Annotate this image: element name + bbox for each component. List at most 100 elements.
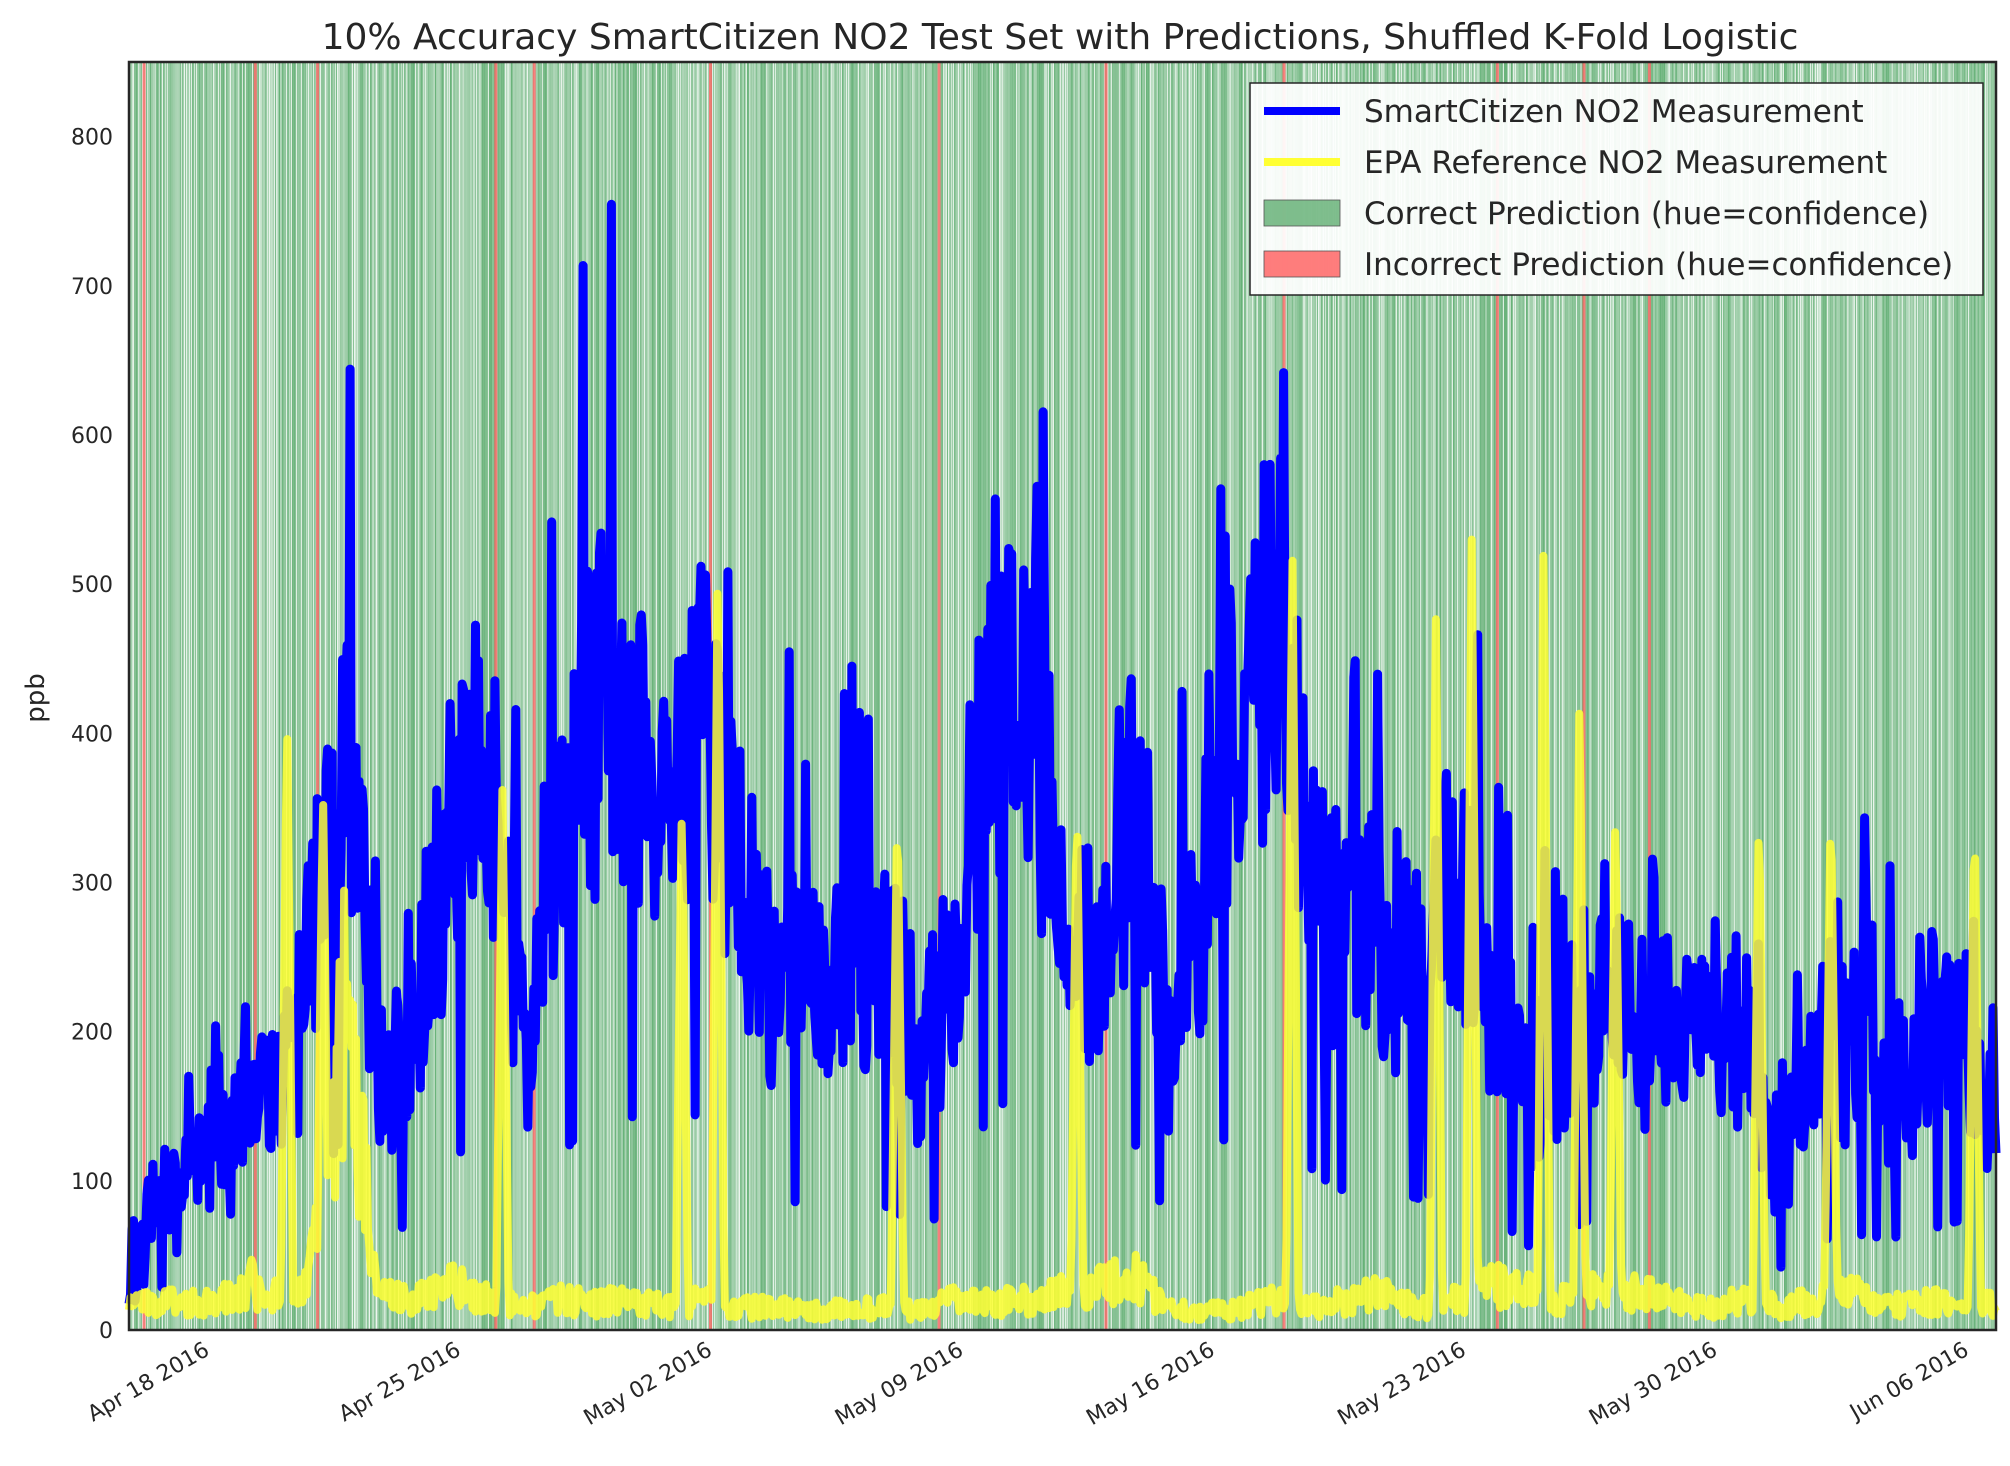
correct-prediction-band xyxy=(1948,62,1950,1330)
correct-prediction-band xyxy=(563,62,566,1330)
correct-prediction-band xyxy=(1705,62,1707,1330)
y-tick-label: 200 xyxy=(71,1021,113,1046)
correct-prediction-band xyxy=(901,62,903,1330)
correct-prediction-band xyxy=(884,62,886,1330)
correct-prediction-band xyxy=(1559,62,1562,1330)
correct-prediction-band xyxy=(1670,62,1672,1330)
correct-prediction-band xyxy=(872,62,874,1330)
correct-prediction-band xyxy=(1631,62,1633,1330)
correct-prediction-band xyxy=(1666,62,1668,1330)
correct-prediction-band xyxy=(1396,62,1399,1330)
correct-prediction-band xyxy=(1661,62,1664,1330)
correct-prediction-band xyxy=(875,62,878,1330)
correct-prediction-band xyxy=(1946,62,1948,1330)
correct-prediction-band xyxy=(1162,62,1165,1330)
correct-prediction-band xyxy=(1778,62,1780,1330)
incorrect-prediction-band xyxy=(532,62,536,1330)
correct-prediction-band xyxy=(826,62,828,1330)
correct-prediction-band xyxy=(1070,62,1073,1330)
correct-prediction-band xyxy=(1897,62,1899,1330)
correct-prediction-band xyxy=(935,62,937,1330)
correct-prediction-band xyxy=(1749,62,1751,1330)
correct-prediction-band xyxy=(1770,62,1772,1330)
correct-prediction-band xyxy=(1598,62,1600,1330)
correct-prediction-band xyxy=(293,62,296,1330)
correct-prediction-band xyxy=(1213,62,1216,1330)
correct-prediction-band xyxy=(1754,62,1757,1330)
correct-prediction-band xyxy=(877,62,880,1330)
correct-prediction-band xyxy=(1766,62,1769,1330)
correct-prediction-band xyxy=(251,62,253,1330)
correct-prediction-band xyxy=(171,62,174,1330)
correct-prediction-band xyxy=(298,62,301,1330)
correct-prediction-band xyxy=(529,62,532,1330)
correct-prediction-band xyxy=(1121,62,1124,1330)
correct-prediction-band xyxy=(797,62,799,1330)
correct-prediction-band xyxy=(1984,62,1986,1330)
incorrect-prediction-band xyxy=(1647,62,1651,1330)
correct-prediction-band xyxy=(303,62,306,1330)
correct-prediction-band xyxy=(1566,62,1569,1330)
correct-prediction-band xyxy=(1928,62,1930,1330)
correct-prediction-band xyxy=(1532,62,1534,1330)
correct-prediction-band xyxy=(1498,62,1501,1330)
correct-prediction-band xyxy=(191,62,194,1330)
correct-prediction-band xyxy=(835,62,837,1330)
correct-prediction-band xyxy=(1169,62,1171,1330)
correct-prediction-band xyxy=(1120,62,1122,1330)
correct-prediction-band xyxy=(1157,62,1160,1330)
correct-prediction-band xyxy=(1551,62,1554,1330)
correct-prediction-band xyxy=(283,62,286,1330)
correct-prediction-band xyxy=(1700,62,1702,1330)
correct-prediction-band xyxy=(1064,62,1066,1330)
correct-prediction-band xyxy=(1761,62,1764,1330)
correct-prediction-band xyxy=(1103,62,1105,1330)
correct-prediction-band xyxy=(1963,62,1966,1330)
correct-prediction-band xyxy=(249,62,252,1330)
correct-prediction-band xyxy=(1427,62,1430,1330)
correct-prediction-band xyxy=(297,62,299,1330)
correct-prediction-band xyxy=(965,62,968,1330)
correct-prediction-band xyxy=(1334,62,1335,1330)
correct-prediction-band xyxy=(1970,62,1973,1330)
correct-prediction-band xyxy=(1172,62,1175,1330)
correct-prediction-band xyxy=(1939,62,1941,1330)
correct-prediction-band xyxy=(1938,62,1940,1330)
correct-prediction-band xyxy=(1553,62,1554,1330)
correct-prediction-band xyxy=(213,62,216,1330)
correct-prediction-band xyxy=(1809,62,1811,1330)
correct-prediction-band xyxy=(439,62,442,1330)
correct-prediction-band xyxy=(1943,62,1946,1330)
correct-prediction-band xyxy=(310,62,313,1330)
correct-prediction-band xyxy=(336,62,337,1330)
correct-prediction-band xyxy=(1602,62,1604,1330)
correct-prediction-band xyxy=(814,62,817,1330)
correct-prediction-band xyxy=(1790,62,1792,1330)
correct-prediction-band xyxy=(1656,62,1659,1330)
y-tick-label: 500 xyxy=(71,573,113,598)
correct-prediction-band xyxy=(1731,62,1733,1330)
correct-prediction-band xyxy=(1821,62,1823,1330)
correct-prediction-band xyxy=(1668,62,1670,1330)
correct-prediction-band xyxy=(1016,62,1019,1330)
correct-prediction-band xyxy=(838,62,840,1330)
x-tick-label: Apr 18 2016 xyxy=(83,1338,213,1428)
correct-prediction-band xyxy=(1491,62,1494,1330)
correct-prediction-band xyxy=(1800,62,1802,1330)
y-tick-label: 800 xyxy=(71,126,113,151)
correct-prediction-band xyxy=(1990,62,1993,1330)
correct-prediction-band xyxy=(539,62,542,1330)
correct-prediction-band xyxy=(1176,62,1178,1330)
correct-prediction-band xyxy=(1868,62,1871,1330)
correct-prediction-band xyxy=(1519,62,1521,1330)
correct-prediction-band xyxy=(507,62,509,1330)
correct-prediction-band xyxy=(823,62,825,1330)
correct-prediction-band xyxy=(449,62,452,1330)
correct-prediction-band xyxy=(441,62,443,1330)
correct-prediction-band xyxy=(945,62,947,1330)
x-tick-label: May 16 2016 xyxy=(1082,1338,1219,1431)
correct-prediction-band xyxy=(957,62,959,1330)
correct-prediction-band xyxy=(332,62,335,1330)
correct-prediction-band xyxy=(173,62,175,1330)
